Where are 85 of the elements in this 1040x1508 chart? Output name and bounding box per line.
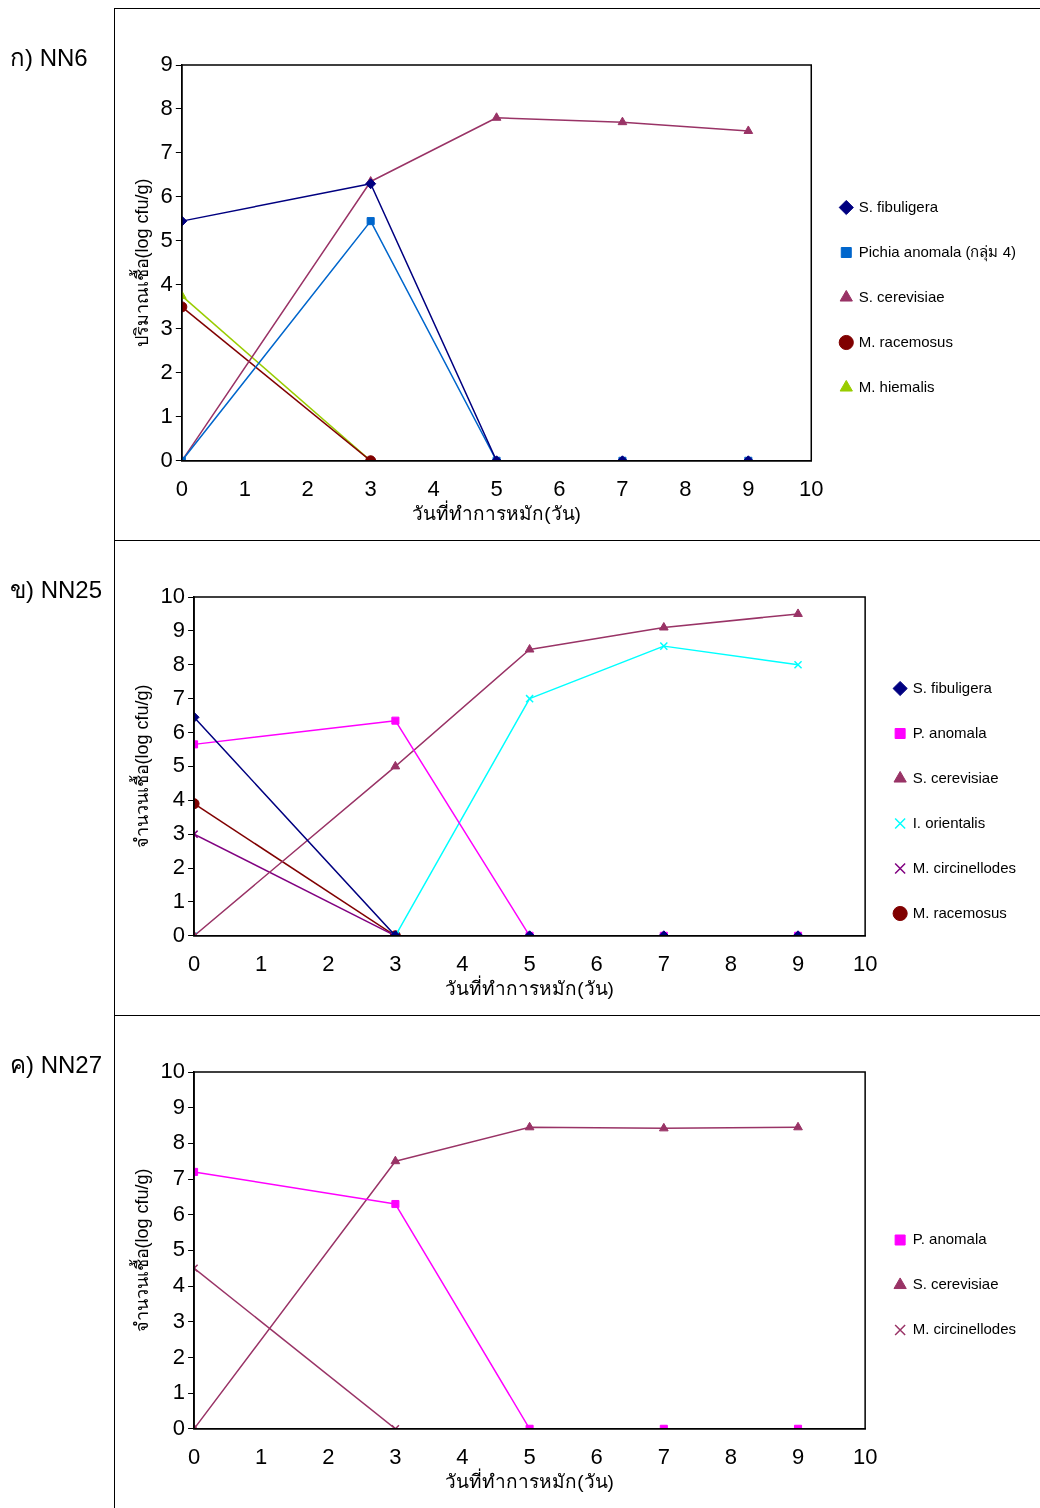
legend-label: S. cerevisiae [858, 287, 945, 305]
legend-label: P. anomala [912, 1230, 988, 1248]
legend-label: M. racemosus [912, 903, 1007, 921]
x-axis-title: วันที่ทำการหมัก(วัน) [445, 1467, 614, 1492]
y-tick-label: 7 [172, 684, 186, 710]
y-tick-label: 6 [172, 1200, 186, 1226]
x-tick-label: 6 [553, 476, 566, 502]
y-tick-label: 8 [172, 650, 186, 676]
legend-label: P. anomala [912, 723, 988, 741]
y-tick-label: 2 [160, 358, 173, 384]
y-tick-label: 3 [172, 1307, 186, 1333]
y-tick-label: 10 [160, 1058, 186, 1084]
x-axis-title: วันที่ทำการหมัก(วัน) [412, 499, 581, 524]
x-tick-label: 8 [724, 1444, 738, 1470]
y-tick-label: 6 [160, 183, 173, 208]
legend-label: S. cerevisiae [912, 1275, 999, 1293]
legend-label: M. circinellodes [912, 1320, 1017, 1338]
y-tick-label: 0 [172, 1414, 186, 1440]
y-axis-title: จำนวนเชื้อ(log cfu/g) [128, 684, 152, 849]
y-tick-label: 1 [172, 887, 186, 913]
chart-title: ก) NN6 [10, 43, 88, 73]
x-tick-label: 4 [427, 476, 440, 502]
chart-title: ค) NN27 [10, 1050, 103, 1080]
y-tick-label: 10 [160, 583, 186, 609]
x-tick-label: 2 [322, 1444, 335, 1470]
x-tick-label: 8 [679, 476, 692, 502]
y-tick-label: 8 [160, 95, 173, 121]
legend-label: S. fibuligera [858, 197, 939, 215]
x-tick-label: 3 [389, 1444, 402, 1470]
x-tick-label: 10 [799, 476, 824, 502]
y-axis-title: ปริมาณเชื้อ(log cfu/g) [128, 178, 152, 348]
legend-label: I. orientalis [912, 813, 986, 831]
y-tick-label: 0 [172, 921, 186, 947]
legend-label: M. racemosus [858, 332, 953, 350]
x-tick-label: 9 [742, 476, 755, 502]
x-tick-label: 1 [255, 1444, 268, 1470]
y-tick-label: 4 [172, 786, 186, 812]
y-tick-label: 1 [160, 402, 173, 428]
legend-label: Pichia anomala (กลุ่ม 4) [858, 242, 1017, 262]
x-tick-label: 4 [456, 1444, 469, 1470]
y-tick-label: 2 [172, 854, 186, 880]
x-tick-label: 10 [852, 1444, 878, 1470]
y-axis-title: จำนวนเชื้อ(log cfu/g) [128, 1168, 152, 1333]
y-tick-label: 5 [172, 752, 186, 778]
x-tick-label: 1 [238, 476, 251, 502]
x-tick-label: 9 [791, 1444, 805, 1470]
x-tick-label: 9 [791, 951, 805, 977]
y-tick-label: 6 [172, 718, 186, 744]
y-tick-label: 9 [172, 616, 186, 642]
legend-label: M. hiemalis [858, 377, 935, 395]
x-tick-label: 1 [255, 951, 268, 977]
x-tick-label: 6 [590, 1444, 603, 1470]
y-tick-label: 5 [172, 1236, 186, 1262]
x-tick-label: 5 [523, 951, 536, 977]
y-tick-label: 3 [172, 820, 186, 846]
x-tick-label: 5 [523, 1444, 536, 1470]
chart-title: ข) NN25 [10, 575, 103, 605]
y-tick-label: 9 [160, 51, 173, 77]
x-tick-label: 2 [301, 476, 314, 502]
y-tick-label: 5 [160, 226, 173, 252]
y-tick-label: 2 [172, 1343, 186, 1369]
legend-label: S. fibuligera [912, 678, 993, 696]
y-tick-label: 7 [172, 1165, 186, 1191]
x-tick-label: 2 [322, 951, 335, 977]
y-tick-label: 1 [172, 1379, 186, 1405]
x-tick-label: 3 [364, 476, 377, 502]
x-tick-label: 8 [724, 951, 738, 977]
y-tick-label: 4 [172, 1272, 186, 1298]
x-tick-label: 4 [456, 951, 469, 977]
x-tick-label: 7 [657, 951, 670, 977]
y-tick-label: 7 [160, 139, 173, 165]
x-tick-label: 7 [616, 476, 629, 502]
legend-label: S. cerevisiae [912, 768, 999, 786]
x-tick-label: 7 [657, 1444, 670, 1470]
y-tick-label: 4 [160, 270, 173, 296]
legend-label: M. circinellodes [912, 858, 1017, 876]
y-tick-label: 8 [172, 1129, 186, 1155]
y-tick-label: 3 [160, 314, 173, 340]
x-axis-title: วันที่ทำการหมัก(วัน) [445, 974, 614, 999]
y-tick-label: 9 [172, 1093, 186, 1119]
x-tick-label: 6 [590, 951, 603, 977]
x-tick-label: 3 [389, 951, 402, 977]
x-tick-label: 10 [852, 951, 878, 977]
y-tick-label: 0 [160, 446, 173, 472]
x-tick-label: 5 [490, 476, 503, 502]
